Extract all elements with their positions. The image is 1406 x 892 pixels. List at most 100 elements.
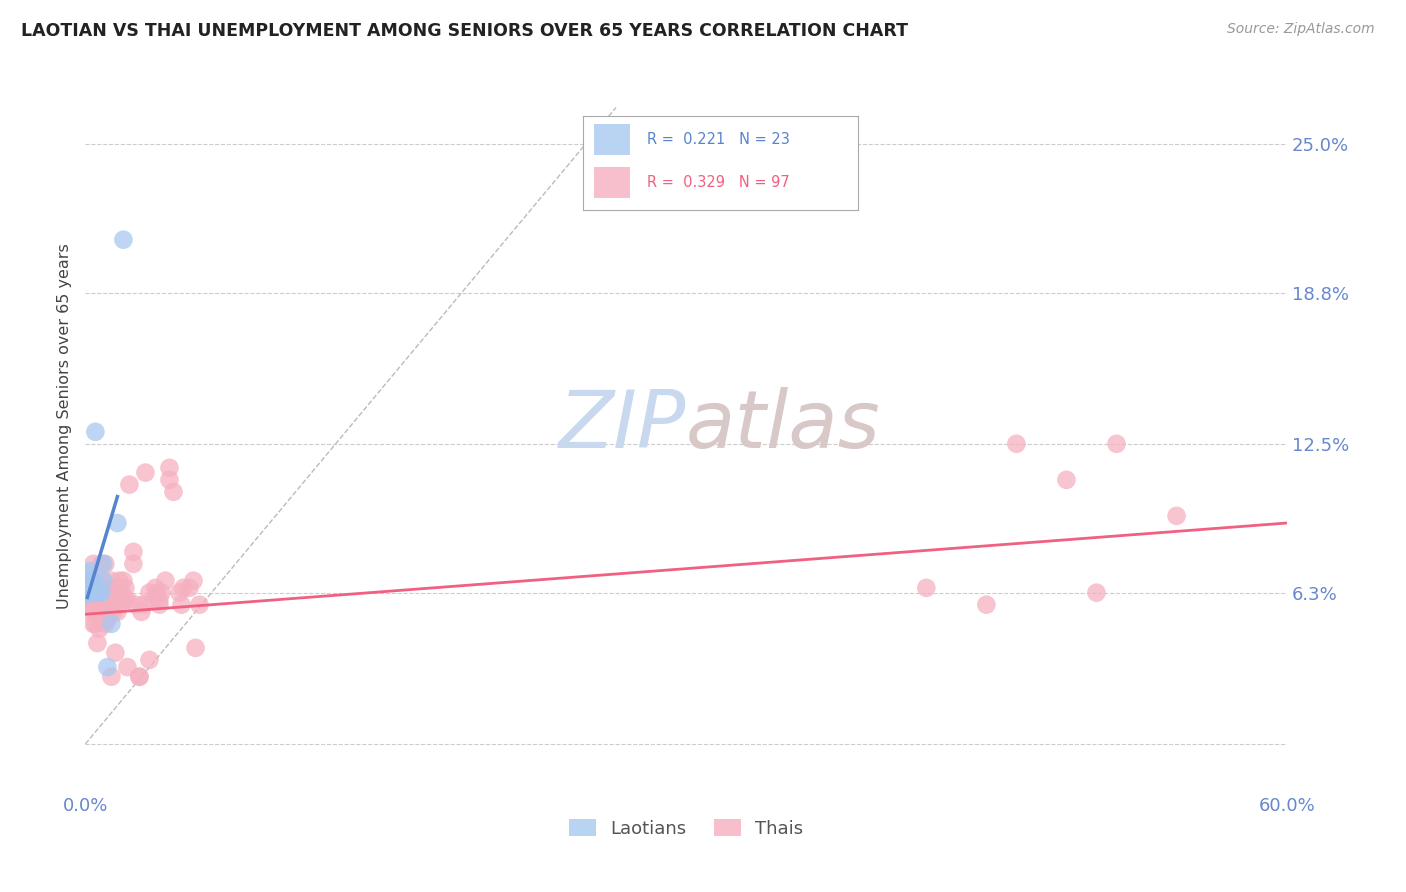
Point <box>80 605 103 619</box>
Point <box>75 566 97 581</box>
Point <box>86 605 108 619</box>
Point <box>89 593 111 607</box>
Point <box>179 581 201 595</box>
Text: LAOTIAN VS THAI UNEMPLOYMENT AMONG SENIORS OVER 65 YEARS CORRELATION CHART: LAOTIAN VS THAI UNEMPLOYMENT AMONG SENIO… <box>21 22 908 40</box>
Point <box>80 581 103 595</box>
Point <box>124 598 146 612</box>
Point <box>90 557 112 571</box>
Point <box>79 588 101 602</box>
Point <box>82 616 104 631</box>
Point <box>82 581 104 595</box>
Point <box>122 545 145 559</box>
Point <box>98 581 121 595</box>
Point <box>94 557 117 571</box>
Point <box>146 585 169 599</box>
Point <box>104 646 127 660</box>
Point <box>79 581 101 595</box>
Point <box>84 593 107 607</box>
Point <box>79 581 101 595</box>
Point <box>142 593 165 607</box>
Point <box>86 593 108 607</box>
Legend: Laotians, Thais: Laotians, Thais <box>561 812 810 846</box>
Point <box>93 557 115 571</box>
Point <box>188 598 211 612</box>
Point <box>93 585 115 599</box>
Bar <box>595 168 630 198</box>
Point <box>79 564 101 578</box>
Point <box>112 574 135 588</box>
Point <box>93 574 115 588</box>
Point <box>108 574 131 588</box>
Point <box>80 585 103 599</box>
Point <box>173 581 195 595</box>
Point <box>100 616 122 631</box>
Point <box>90 581 112 595</box>
Point <box>82 598 104 612</box>
Point <box>84 605 107 619</box>
Point <box>118 477 141 491</box>
Point <box>90 585 112 599</box>
Point <box>100 574 122 588</box>
Point <box>96 585 118 599</box>
Point <box>96 612 118 626</box>
Point <box>82 585 104 599</box>
Point <box>103 605 125 619</box>
Point <box>89 585 111 599</box>
Point <box>76 598 98 612</box>
Point <box>150 585 173 599</box>
Y-axis label: Unemployment Among Seniors over 65 years: Unemployment Among Seniors over 65 years <box>58 243 72 608</box>
Point <box>82 574 104 588</box>
Point <box>184 640 207 655</box>
Point <box>93 574 115 588</box>
Point <box>80 581 103 595</box>
Point <box>114 581 136 595</box>
Point <box>128 670 150 684</box>
Point <box>159 460 181 475</box>
Point <box>155 574 177 588</box>
Point <box>90 593 112 607</box>
Point <box>1166 508 1188 523</box>
Point <box>148 593 170 607</box>
Text: R =  0.329   N = 97: R = 0.329 N = 97 <box>647 175 789 190</box>
Text: R =  0.221   N = 23: R = 0.221 N = 23 <box>647 132 789 147</box>
Point <box>107 581 129 595</box>
Point <box>89 605 111 619</box>
Point <box>80 593 103 607</box>
Point <box>145 581 167 595</box>
Point <box>84 425 107 439</box>
Point <box>132 598 155 612</box>
Point <box>98 598 121 612</box>
Point <box>107 593 129 607</box>
Point <box>159 473 181 487</box>
Point <box>100 593 122 607</box>
Point <box>79 574 101 588</box>
Point <box>976 598 998 612</box>
Text: atlas: atlas <box>686 387 880 465</box>
Point <box>1056 473 1078 487</box>
Point <box>80 574 103 588</box>
Point <box>170 598 193 612</box>
Text: ZIP: ZIP <box>558 387 686 465</box>
Point <box>128 670 150 684</box>
Point <box>75 588 97 602</box>
Point <box>915 581 938 595</box>
Point <box>84 574 107 588</box>
Point <box>1005 437 1028 451</box>
Point <box>148 598 170 612</box>
Point <box>86 581 108 595</box>
Point <box>103 585 125 599</box>
Bar <box>595 124 630 155</box>
Point <box>76 585 98 599</box>
Point <box>86 636 108 650</box>
Point <box>108 581 131 595</box>
Point <box>93 598 115 612</box>
Point <box>162 484 184 499</box>
Point <box>94 585 117 599</box>
Point <box>169 585 191 599</box>
Point <box>96 593 118 607</box>
Point <box>1105 437 1128 451</box>
Point <box>96 660 118 674</box>
Point <box>104 593 127 607</box>
Text: Source: ZipAtlas.com: Source: ZipAtlas.com <box>1227 22 1375 37</box>
Point <box>112 593 135 607</box>
